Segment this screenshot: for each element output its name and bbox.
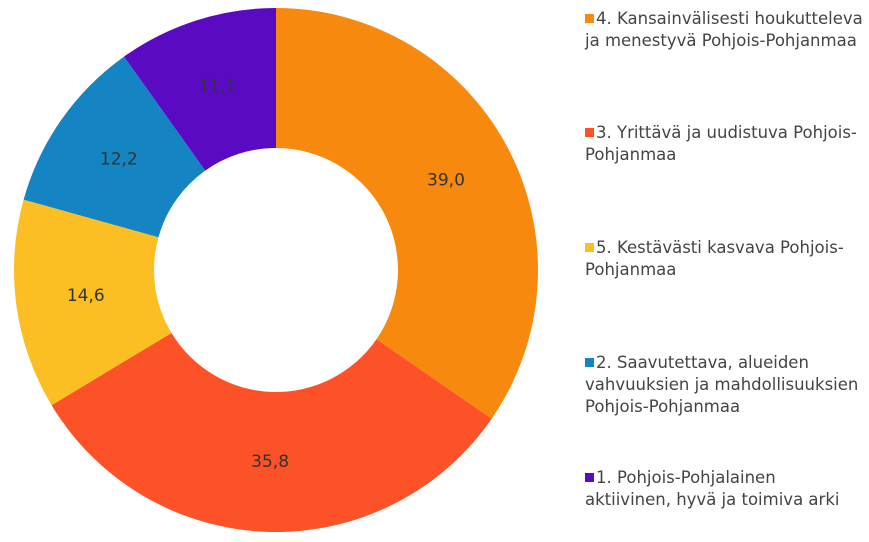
legend-label: 2. Saavutettava, alueiden vahvuuksien ja… bbox=[585, 353, 859, 416]
slice bbox=[13, 199, 172, 406]
legend-entry: 2. Saavutettava, alueiden vahvuuksien ja… bbox=[585, 352, 865, 418]
slice bbox=[276, 8, 538, 419]
legend-label: 4. Kansainvälisesti houkutteleva ja mene… bbox=[585, 9, 863, 50]
value-label: 14,6 bbox=[67, 286, 105, 306]
legend-label: 1. Pohjois-Pohjalainen aktiivinen, hyvä … bbox=[585, 468, 840, 509]
slice bbox=[124, 8, 276, 171]
legend-label: 3. Yrittävä ja uudistuva Pohjois-Pohjanm… bbox=[585, 123, 857, 164]
legend-entry: 3. Yrittävä ja uudistuva Pohjois-Pohjanm… bbox=[585, 122, 865, 166]
legend-swatch bbox=[585, 473, 594, 482]
value-label: 11,1 bbox=[199, 77, 237, 97]
legend-swatch bbox=[585, 14, 594, 23]
legend-swatch bbox=[585, 128, 594, 137]
value-label: 39,0 bbox=[427, 171, 465, 191]
legend-swatch bbox=[585, 243, 594, 252]
donut: 39,0 35,8 14,6 12,2 11,1 bbox=[13, 8, 538, 532]
value-label: 35,8 bbox=[251, 452, 289, 472]
slice bbox=[23, 56, 206, 238]
legend-entry: 1. Pohjois-Pohjalainen aktiivinen, hyvä … bbox=[585, 467, 865, 511]
legend-swatch bbox=[585, 358, 594, 367]
slice bbox=[51, 332, 492, 532]
legend-entry: 4. Kansainvälisesti houkutteleva ja mene… bbox=[585, 8, 865, 52]
legend-entry: 5. Kestävästi kasvava Pohjois-Pohjanmaa bbox=[585, 237, 865, 281]
value-label: 12,2 bbox=[100, 150, 138, 170]
legend-label: 5. Kestävästi kasvava Pohjois-Pohjanmaa bbox=[585, 238, 844, 279]
